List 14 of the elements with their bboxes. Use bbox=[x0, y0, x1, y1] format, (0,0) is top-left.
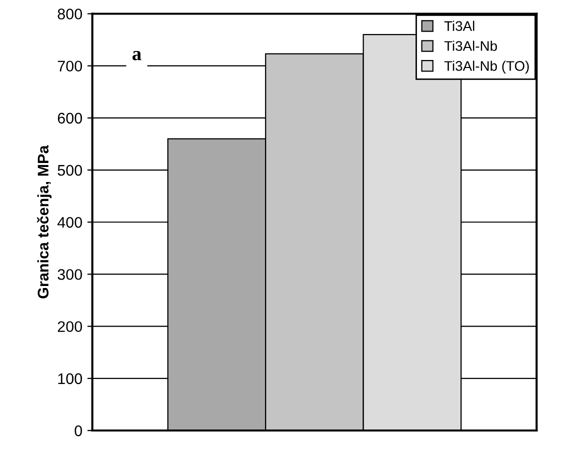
y-tick-label: 300 bbox=[58, 269, 82, 280]
y-tick-label: 500 bbox=[58, 164, 82, 176]
y-tick-label: 800 bbox=[58, 8, 82, 20]
y-axis-title: Granica tečenja, MPa bbox=[36, 145, 52, 298]
legend-label: Ti3Al-Nb (TO) bbox=[444, 60, 529, 74]
y-tick-label: 700 bbox=[58, 60, 82, 72]
y-tick-label: 600 bbox=[58, 112, 82, 124]
legend-label: Ti3Al bbox=[444, 20, 474, 31]
y-tick-label: 0 bbox=[74, 425, 82, 436]
y-tick-label: 100 bbox=[58, 373, 82, 384]
annotation: a bbox=[132, 50, 142, 60]
y-tick-label: 200 bbox=[58, 321, 82, 332]
y-tick-label: 400 bbox=[57, 217, 82, 228]
legend-label: Ti3Al-Nb bbox=[444, 40, 497, 51]
